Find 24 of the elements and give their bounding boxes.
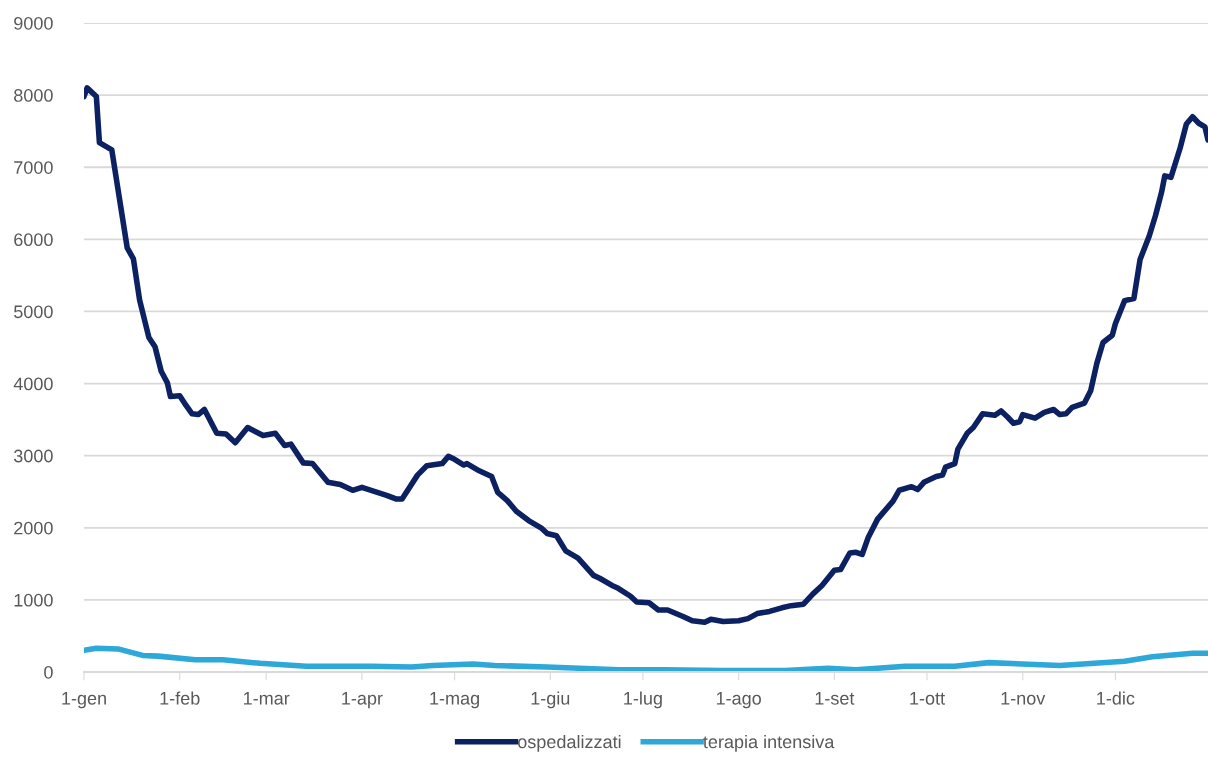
y-tick-label: 2000 [14, 521, 53, 535]
y-tick-label: 7000 [14, 161, 53, 174]
x-tick-label: 1-ago [716, 692, 761, 709]
x-tick-label: 1-set [815, 692, 855, 705]
x-tick-label: 1-nov [1001, 692, 1046, 705]
x-tick-label: 1-ott [910, 692, 945, 705]
y-tick-label: 1000 [14, 593, 53, 607]
y-tick-label: 9000 [14, 16, 53, 30]
x-tick-label: 1-feb [160, 691, 200, 705]
legend-label: ospedalizzati [518, 734, 621, 752]
y-tick-label: 6000 [14, 233, 53, 247]
x-tick-label: 1-dic [1097, 691, 1135, 705]
x-tick-label: 1-lug [624, 691, 662, 709]
x-tick-label: 1-gen [62, 692, 106, 709]
y-tick-label: 0 [44, 665, 53, 679]
y-tick-label: 3000 [13, 449, 53, 463]
y-tick-label: 8000 [14, 89, 53, 102]
y-tick-label: 5000 [14, 305, 53, 319]
x-tick-label: 1-giu [531, 691, 570, 709]
x-tick-label: 1-mag [430, 692, 479, 709]
y-tick-label: 4000 [13, 377, 53, 391]
x-tick-label: 1-apr [342, 692, 383, 709]
x-tick-label: 1-mar [243, 692, 290, 705]
legend-label: terapia intensiva [703, 734, 835, 752]
